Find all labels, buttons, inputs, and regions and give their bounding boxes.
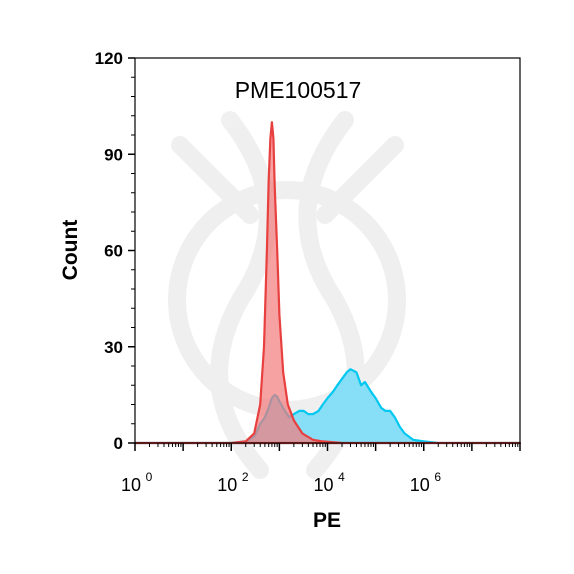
x-axis: 10 0 10 2 10 4 10 6: [121, 443, 521, 495]
series-area-2: [133, 121, 522, 445]
x-axis-title: PE: [313, 509, 341, 532]
series-layer: [133, 121, 522, 445]
x-tick-exponent: 0: [146, 470, 153, 484]
watermark-arm-right: [316, 136, 404, 224]
y-tick-label: 0: [114, 434, 123, 453]
y-tick-label: 120: [95, 49, 123, 68]
y-tick-label: 30: [104, 338, 123, 357]
x-tick-label: 10: [121, 475, 141, 495]
series-area-1: [133, 368, 522, 445]
watermark-arm-left: [171, 136, 259, 224]
x-tick-label: 10: [410, 475, 430, 495]
chart-title: PME100517: [235, 77, 362, 103]
x-tick-exponent: 4: [338, 470, 345, 484]
watermark-helix-left: [210, 111, 277, 479]
y-axis-title: Count: [59, 220, 82, 281]
x-tick-exponent: 2: [242, 470, 249, 484]
y-axis: 0 30 60 90 120: [95, 49, 135, 453]
x-tick-label: 10: [313, 475, 333, 495]
y-tick-label: 60: [104, 242, 123, 261]
x-tick-label: 10: [217, 475, 237, 495]
y-tick-label: 90: [104, 145, 123, 164]
x-tick-exponent: 6: [434, 470, 441, 484]
